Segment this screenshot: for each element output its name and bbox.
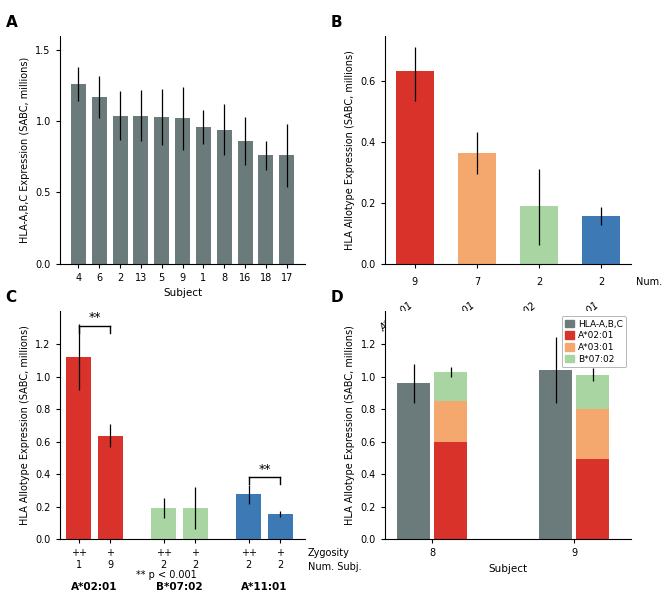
- Bar: [236, 494, 262, 539]
- Text: Zygosity: Zygosity: [308, 548, 350, 558]
- Text: A*11:01: A*11:01: [564, 300, 601, 333]
- Text: A*11:01: A*11:01: [241, 582, 288, 592]
- Text: **: **: [258, 462, 271, 476]
- Bar: [92, 97, 107, 264]
- Bar: [216, 130, 232, 264]
- Bar: [458, 153, 495, 264]
- Text: C: C: [6, 291, 17, 305]
- Bar: [268, 514, 293, 539]
- Text: B*07:02: B*07:02: [502, 300, 539, 333]
- Text: 2: 2: [161, 559, 167, 570]
- Bar: [113, 116, 127, 264]
- Text: 2: 2: [536, 277, 542, 287]
- Bar: [154, 117, 169, 264]
- Y-axis label: HLA Allotype Expression (SABC, millions): HLA Allotype Expression (SABC, millions): [345, 325, 355, 525]
- Bar: [434, 401, 467, 441]
- Text: Num. Subj.: Num. Subj.: [308, 562, 361, 572]
- Bar: [183, 508, 208, 539]
- Bar: [66, 357, 91, 539]
- Y-axis label: HLA Allotype Expression (SABC, millions): HLA Allotype Expression (SABC, millions): [345, 50, 355, 250]
- Legend: HLA-A,B,C, A*02:01, A*03:01, B*07:02: HLA-A,B,C, A*02:01, A*03:01, B*07:02: [562, 316, 626, 367]
- Text: B: B: [331, 15, 343, 30]
- Text: 7: 7: [474, 277, 480, 287]
- Text: Num. Subj.: Num. Subj.: [635, 277, 664, 287]
- Bar: [397, 383, 430, 539]
- Bar: [71, 84, 86, 264]
- Bar: [196, 127, 211, 264]
- Text: 2: 2: [598, 277, 604, 287]
- Text: 2: 2: [192, 559, 199, 570]
- Text: 9: 9: [412, 277, 418, 287]
- Text: B*07:02: B*07:02: [156, 582, 203, 592]
- Text: 1: 1: [76, 559, 82, 570]
- Bar: [434, 371, 467, 401]
- Bar: [434, 441, 467, 539]
- Text: 2: 2: [246, 559, 252, 570]
- Text: A*02:01: A*02:01: [378, 300, 415, 333]
- Text: 9: 9: [107, 559, 114, 570]
- Bar: [280, 155, 294, 264]
- Bar: [151, 508, 177, 539]
- Bar: [258, 155, 274, 264]
- Bar: [396, 71, 434, 264]
- Bar: [576, 459, 609, 539]
- Text: A*03:01: A*03:01: [440, 300, 477, 333]
- Bar: [238, 141, 252, 264]
- Bar: [133, 116, 149, 264]
- Text: A*02:01: A*02:01: [71, 582, 118, 592]
- Bar: [98, 436, 123, 539]
- Y-axis label: HLA Allotype Expression (SABC, millions): HLA Allotype Expression (SABC, millions): [20, 325, 30, 525]
- Bar: [539, 370, 572, 539]
- Text: **: **: [88, 311, 101, 325]
- Text: A: A: [6, 15, 17, 30]
- Bar: [175, 119, 190, 264]
- Text: ** p < 0.001: ** p < 0.001: [135, 570, 197, 580]
- Text: D: D: [331, 291, 344, 305]
- X-axis label: Subject: Subject: [489, 564, 527, 574]
- Bar: [576, 409, 609, 459]
- Bar: [582, 216, 620, 264]
- Bar: [576, 375, 609, 409]
- Text: 2: 2: [277, 559, 284, 570]
- X-axis label: Subject: Subject: [163, 288, 202, 298]
- Y-axis label: HLA-A,B,C Expression (SABC, millions): HLA-A,B,C Expression (SABC, millions): [20, 57, 30, 243]
- Bar: [521, 206, 558, 264]
